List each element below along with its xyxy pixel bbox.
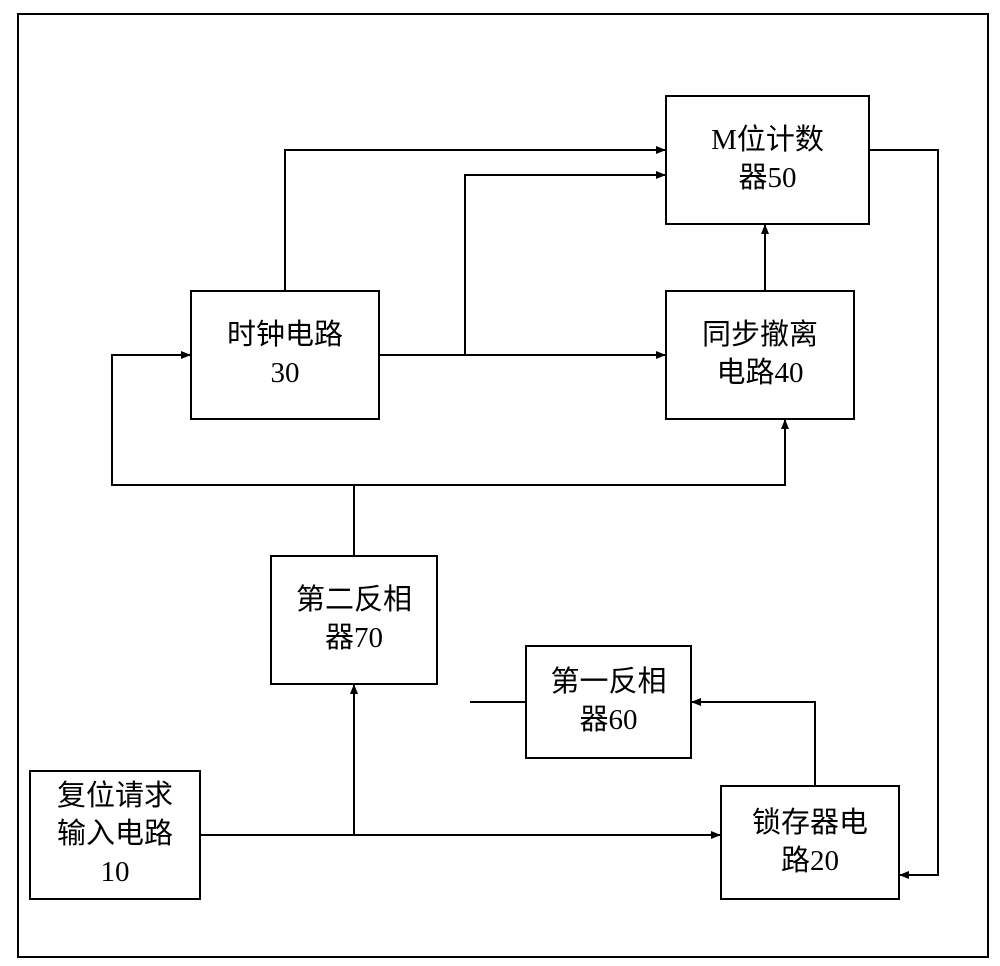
node-text-line: 时钟电路: [227, 317, 343, 355]
node-n60: 第一反相器60: [525, 645, 692, 759]
node-n70: 第二反相器70: [270, 555, 438, 685]
node-text-line: 复位请求: [57, 778, 173, 816]
node-text-line: 同步撤离: [702, 317, 818, 355]
node-text-line: 第一反相: [550, 664, 666, 702]
node-text-line: 第二反相: [296, 582, 412, 620]
node-text-line: 器60: [579, 702, 637, 740]
node-n40: 同步撤离电路40: [665, 290, 855, 420]
node-text-line: 路20: [781, 843, 839, 881]
node-text-line: 10: [101, 854, 130, 892]
node-n20: 锁存器电路20: [720, 785, 900, 900]
node-text-line: 器50: [738, 160, 796, 198]
node-n30: 时钟电路30: [190, 290, 380, 420]
node-text-line: 30: [271, 355, 300, 393]
node-n50: M位计数器50: [665, 95, 870, 225]
node-text-line: 锁存器电: [752, 805, 868, 843]
node-text-line: 器70: [325, 620, 383, 658]
node-text-line: 输入电路: [57, 816, 173, 854]
node-text-line: M位计数: [711, 122, 824, 160]
node-n10: 复位请求输入电路10: [29, 770, 201, 900]
node-text-line: 电路40: [716, 355, 803, 393]
